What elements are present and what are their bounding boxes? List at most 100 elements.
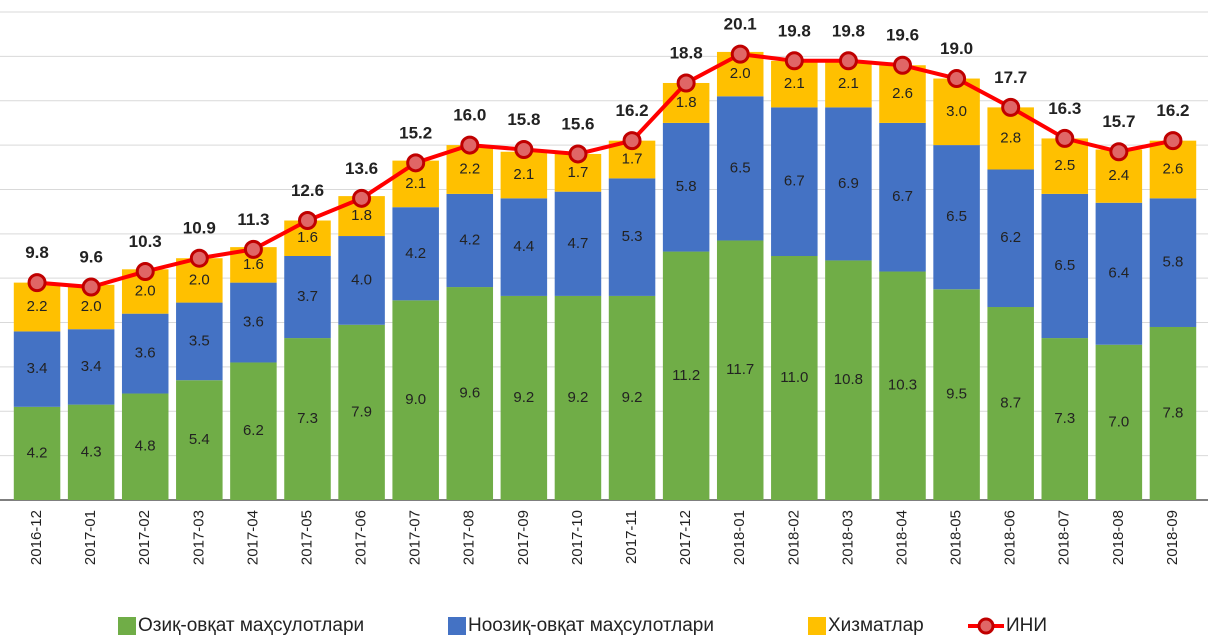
data-label: 9.0 xyxy=(405,391,426,408)
data-label: 7.0 xyxy=(1108,413,1129,430)
x-tick-label: 2017-05 xyxy=(298,510,315,565)
legend-label: Озиқ-овқат маҳсулотлари xyxy=(138,615,364,636)
data-label: 17.7 xyxy=(994,68,1027,87)
x-tick-label: 2017-09 xyxy=(515,510,532,565)
data-label: 9.6 xyxy=(79,248,103,267)
bar-segment xyxy=(121,313,169,394)
bar-segment xyxy=(933,145,980,290)
bar-segment xyxy=(933,289,980,500)
bar-segment xyxy=(987,169,1034,308)
data-label: 3.6 xyxy=(135,345,156,362)
line-marker xyxy=(298,211,317,231)
x-tick-label: 2017-02 xyxy=(136,510,153,565)
data-label: 15.7 xyxy=(1102,112,1135,131)
bar-segment xyxy=(230,362,277,500)
line-marker xyxy=(676,73,696,93)
data-label: 6.5 xyxy=(946,208,967,225)
bar-segment xyxy=(13,406,61,500)
line-marker xyxy=(893,55,912,75)
data-label: 18.8 xyxy=(670,43,703,62)
data-label: 2.1 xyxy=(784,75,805,92)
data-label: 13.6 xyxy=(345,159,378,178)
data-label: 6.9 xyxy=(838,175,859,192)
data-label: 3.7 xyxy=(297,288,318,305)
bar-segment xyxy=(771,107,818,256)
data-label: 2.4 xyxy=(1108,167,1129,184)
data-label: 2.1 xyxy=(513,166,534,183)
bar-segment xyxy=(176,380,223,500)
bar-segment xyxy=(338,236,385,325)
line-marker xyxy=(1001,97,1021,117)
legend-label: Хизматлар xyxy=(828,615,924,636)
x-tick-label: 2017-03 xyxy=(190,510,207,565)
x-tick-label: 2017-08 xyxy=(461,510,478,565)
data-label: 6.7 xyxy=(784,173,805,190)
data-label: 7.3 xyxy=(297,410,318,427)
line-marker xyxy=(730,44,750,64)
legend-swatch xyxy=(808,617,826,635)
bar-segment xyxy=(771,256,818,500)
data-label: 7.3 xyxy=(1054,410,1075,427)
line-marker xyxy=(622,131,642,151)
data-label: 1.8 xyxy=(676,94,697,111)
data-label: 6.5 xyxy=(730,159,751,176)
bar-segment xyxy=(1041,338,1089,500)
bar-segment xyxy=(67,404,115,500)
data-label: 10.3 xyxy=(888,377,917,394)
data-label: 11.7 xyxy=(726,361,754,378)
data-label: 1.7 xyxy=(622,150,643,167)
bar-segment xyxy=(933,78,980,146)
bar-segment xyxy=(825,107,872,261)
data-label: 5.4 xyxy=(189,431,210,448)
x-tick-label: 2018-04 xyxy=(893,510,910,565)
data-label: 12.6 xyxy=(291,181,324,200)
data-label: 10.9 xyxy=(183,219,216,238)
data-label: 4.7 xyxy=(568,235,589,252)
line-marker xyxy=(460,135,480,155)
bar-segment xyxy=(500,295,548,500)
bar-segment xyxy=(879,122,926,272)
data-label: 10.8 xyxy=(834,371,863,388)
data-label: 4.2 xyxy=(459,231,480,248)
data-label: 19.0 xyxy=(940,39,973,58)
line-marker xyxy=(27,273,47,293)
bar-segment xyxy=(392,300,439,500)
x-tick-label: 2018-05 xyxy=(948,510,965,565)
data-label: 15.8 xyxy=(507,110,540,129)
data-label: 2.8 xyxy=(1000,129,1021,146)
bar-segment xyxy=(608,178,656,296)
line-marker xyxy=(1163,131,1183,151)
data-label: 3.4 xyxy=(81,358,102,375)
data-label: 1.6 xyxy=(243,256,264,273)
data-label: 6.7 xyxy=(892,188,913,205)
bar-segment xyxy=(121,393,169,500)
data-label: 3.0 xyxy=(946,103,967,120)
bar-segment xyxy=(1041,193,1089,339)
bar-segment xyxy=(608,295,656,500)
x-tick-label: 2017-04 xyxy=(244,510,261,565)
bar-segment xyxy=(67,329,115,405)
x-tick-label: 2018-08 xyxy=(1110,510,1127,565)
data-label: 6.5 xyxy=(1054,257,1075,274)
bar-segment xyxy=(1095,344,1143,500)
data-label: 4.2 xyxy=(405,245,426,262)
data-label: 9.6 xyxy=(459,384,480,401)
line-marker xyxy=(568,144,588,164)
data-label: 19.6 xyxy=(886,26,919,45)
x-tick-label: 2017-06 xyxy=(353,510,370,565)
bar-segment xyxy=(446,193,494,288)
data-label: 5.3 xyxy=(622,228,643,245)
bar-segment xyxy=(1095,202,1143,345)
data-label: 11.0 xyxy=(780,369,808,386)
data-label: 2.0 xyxy=(189,271,210,288)
bar-segment xyxy=(1149,198,1197,327)
data-label: 2.6 xyxy=(1163,160,1184,177)
x-tick-label: 2017-07 xyxy=(407,510,424,565)
line-marker xyxy=(189,248,209,268)
data-label: 10.3 xyxy=(129,232,162,251)
bar-segment xyxy=(825,260,872,500)
data-label: 4.4 xyxy=(513,238,534,255)
data-label: 4.3 xyxy=(81,443,102,460)
x-tick-label: 2018-06 xyxy=(1002,510,1019,565)
